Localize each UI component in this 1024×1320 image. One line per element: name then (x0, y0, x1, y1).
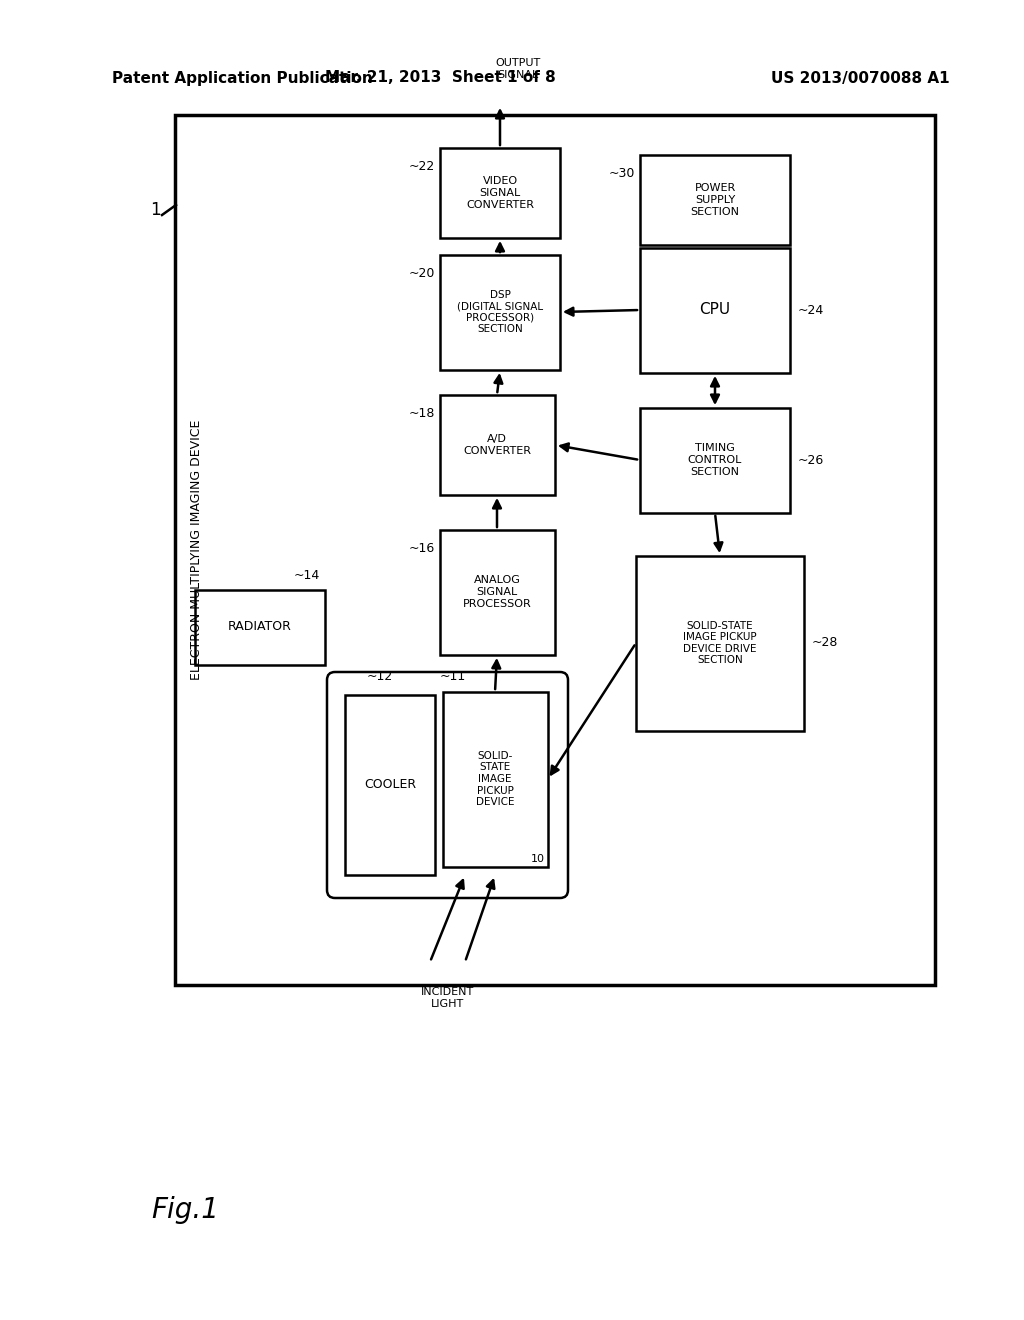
Text: ~20: ~20 (409, 267, 435, 280)
Text: CPU: CPU (699, 302, 730, 318)
Text: INCIDENT
LIGHT: INCIDENT LIGHT (421, 987, 474, 1008)
Text: ~26: ~26 (798, 454, 824, 466)
Text: 1: 1 (150, 201, 161, 219)
Text: ~30: ~30 (608, 168, 635, 180)
Text: US 2013/0070088 A1: US 2013/0070088 A1 (771, 70, 950, 86)
Text: Patent Application Publication: Patent Application Publication (112, 70, 373, 86)
Text: RADIATOR: RADIATOR (228, 620, 292, 634)
Text: OUTPUT
SIGNAL: OUTPUT SIGNAL (496, 58, 541, 81)
Text: SOLID-
STATE
IMAGE
PICKUP
DEVICE: SOLID- STATE IMAGE PICKUP DEVICE (476, 751, 514, 808)
Text: ~14: ~14 (294, 569, 319, 582)
Text: Mar. 21, 2013  Sheet 1 of 8: Mar. 21, 2013 Sheet 1 of 8 (325, 70, 555, 86)
Text: ~24: ~24 (798, 304, 824, 317)
Bar (195, 590, 325, 665)
Bar (440, 255, 560, 370)
Bar (636, 556, 804, 731)
Text: VIDEO
SIGNAL
CONVERTER: VIDEO SIGNAL CONVERTER (466, 177, 534, 210)
Text: ANALOG
SIGNAL
PROCESSOR: ANALOG SIGNAL PROCESSOR (463, 576, 531, 609)
Bar (345, 696, 435, 875)
Text: ~28: ~28 (812, 636, 839, 649)
Text: ELECTRON MULTIPLYING IMAGING DEVICE: ELECTRON MULTIPLYING IMAGING DEVICE (190, 420, 204, 680)
Bar (440, 148, 560, 238)
Text: SOLID-STATE
IMAGE PICKUP
DEVICE DRIVE
SECTION: SOLID-STATE IMAGE PICKUP DEVICE DRIVE SE… (683, 620, 757, 665)
Bar (443, 692, 548, 867)
Text: DSP
(DIGITAL SIGNAL
PROCESSOR)
SECTION: DSP (DIGITAL SIGNAL PROCESSOR) SECTION (457, 289, 543, 334)
Bar (440, 531, 555, 655)
Text: COOLER: COOLER (364, 779, 416, 792)
Text: ~16: ~16 (409, 543, 435, 554)
FancyBboxPatch shape (327, 672, 568, 898)
Text: Fig.1: Fig.1 (152, 1196, 219, 1224)
Text: ~22: ~22 (409, 160, 435, 173)
Bar (175, 115, 935, 985)
Bar (640, 408, 790, 513)
Text: POWER
SUPPLY
SECTION: POWER SUPPLY SECTION (690, 183, 739, 216)
Text: ~18: ~18 (409, 407, 435, 420)
Bar (640, 248, 790, 374)
Bar (640, 154, 790, 246)
Text: TIMING
CONTROL
SECTION: TIMING CONTROL SECTION (688, 444, 742, 477)
Text: ~12: ~12 (367, 671, 393, 682)
Text: A/D
CONVERTER: A/D CONVERTER (463, 434, 531, 455)
Text: ~11: ~11 (440, 671, 466, 682)
Text: 10: 10 (531, 854, 545, 865)
Bar (440, 395, 555, 495)
